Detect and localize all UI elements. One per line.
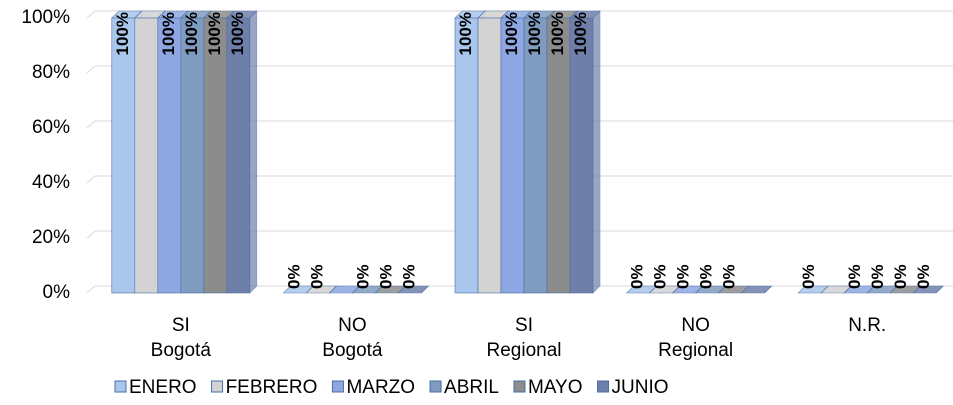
x-tick-label: SI bbox=[172, 315, 190, 336]
value-label: 0% bbox=[376, 264, 395, 289]
value-label: 0% bbox=[845, 264, 864, 289]
bar-side bbox=[421, 285, 429, 294]
value-label: 100% bbox=[228, 12, 247, 55]
bar bbox=[500, 17, 525, 294]
legend-swatch bbox=[211, 380, 224, 393]
value-label: 100% bbox=[571, 12, 590, 55]
grid-line bbox=[86, 230, 953, 239]
bar bbox=[523, 17, 548, 294]
bar bbox=[477, 17, 502, 294]
value-label: 100% bbox=[502, 12, 521, 55]
y-tick-label: 40% bbox=[32, 172, 70, 193]
legend-label: JUNIO bbox=[612, 377, 669, 398]
value-label: 0% bbox=[868, 264, 887, 289]
legend-label: FEBRERO bbox=[226, 377, 318, 398]
value-label: 0% bbox=[399, 264, 418, 289]
bar-side bbox=[249, 10, 258, 294]
value-label: 100% bbox=[113, 12, 132, 55]
bar bbox=[134, 17, 159, 294]
bar-side bbox=[764, 285, 772, 294]
legend-swatch bbox=[429, 380, 442, 393]
grid-line bbox=[86, 10, 953, 19]
value-label: 100% bbox=[548, 12, 567, 55]
bar bbox=[546, 17, 571, 294]
value-label: 0% bbox=[697, 264, 716, 289]
y-tick-label: 80% bbox=[32, 62, 70, 83]
legend-label: ABRIL bbox=[444, 377, 499, 398]
y-tick-label: 100% bbox=[21, 7, 70, 28]
value-label: 0% bbox=[307, 264, 326, 289]
legend-swatch bbox=[331, 380, 344, 393]
value-label: 0% bbox=[628, 264, 647, 289]
x-tick-label: NO bbox=[681, 315, 710, 336]
y-tick-label: 60% bbox=[32, 117, 70, 138]
bar bbox=[180, 17, 205, 294]
bar bbox=[454, 17, 479, 294]
bar-side bbox=[935, 285, 944, 294]
grid-line bbox=[86, 120, 953, 129]
value-label: 0% bbox=[284, 264, 303, 289]
value-label: 100% bbox=[456, 12, 475, 55]
value-label: 0% bbox=[720, 264, 739, 289]
bar bbox=[226, 17, 251, 294]
grid-line bbox=[86, 175, 953, 184]
legend-label: ENERO bbox=[129, 377, 197, 398]
value-label: 0% bbox=[651, 264, 670, 289]
bar bbox=[569, 17, 594, 294]
bar bbox=[157, 17, 182, 294]
bar bbox=[203, 17, 228, 294]
value-label: 0% bbox=[674, 264, 693, 289]
grid-line bbox=[86, 65, 953, 74]
legend-label: MARZO bbox=[346, 377, 415, 398]
value-label: 100% bbox=[159, 12, 178, 55]
x-tick-label: Bogotá bbox=[322, 340, 383, 361]
value-label: 100% bbox=[182, 12, 201, 55]
value-label: 0% bbox=[914, 264, 933, 289]
legend-swatch bbox=[597, 380, 610, 393]
legend-swatch bbox=[114, 380, 127, 393]
bar-side bbox=[592, 10, 601, 294]
value-label: 0% bbox=[353, 264, 372, 289]
x-tick-label: Regional bbox=[658, 340, 733, 361]
x-tick-label: N.R. bbox=[848, 315, 886, 336]
x-tick-label: SI bbox=[515, 315, 533, 336]
y-tick-label: 0% bbox=[43, 282, 71, 303]
x-tick-label: Regional bbox=[487, 340, 562, 361]
x-tick-label: Bogotá bbox=[151, 340, 212, 361]
y-tick-label: 20% bbox=[32, 227, 70, 248]
value-label: 0% bbox=[799, 264, 818, 289]
value-label: 100% bbox=[525, 12, 544, 55]
legend-label: MAYO bbox=[528, 377, 583, 398]
value-label: 100% bbox=[205, 12, 224, 55]
bar bbox=[111, 17, 136, 294]
x-tick-label: NO bbox=[338, 315, 367, 336]
value-label: 0% bbox=[891, 264, 910, 289]
legend-swatch bbox=[513, 380, 526, 393]
